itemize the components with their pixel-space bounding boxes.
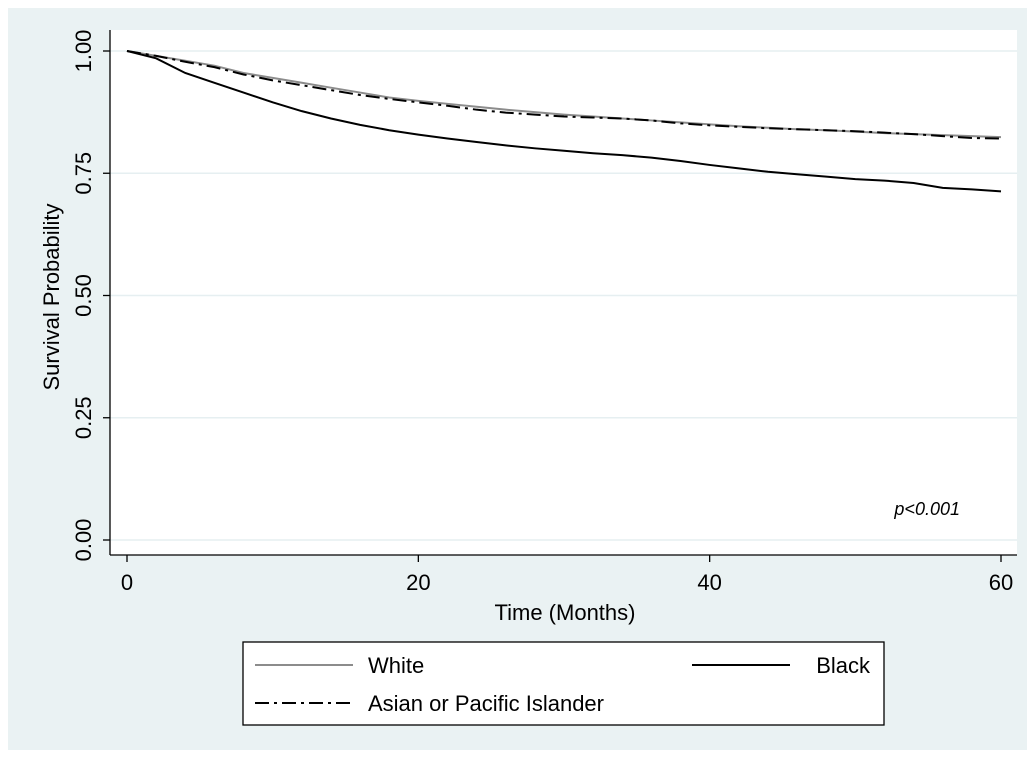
plot-area <box>110 30 1017 555</box>
x-tick-label: 20 <box>406 570 430 595</box>
legend-label: Asian or Pacific Islander <box>368 691 604 716</box>
grid <box>110 50 1017 541</box>
x-tick-label: 0 <box>121 570 133 595</box>
legend-label: White <box>368 653 424 678</box>
y-tick-label: 0.25 <box>71 396 96 439</box>
y-tick-label: 0.75 <box>71 152 96 195</box>
survival-line <box>126 50 1002 140</box>
y-tick-label: 1.00 <box>71 30 96 73</box>
ticks: 0.00 0.25 0.50 0.75 1.00 0 20 40 60 <box>71 30 1013 595</box>
annotation: p<0.001 <box>893 499 960 519</box>
legend <box>242 641 885 726</box>
legend-label: Black <box>816 653 871 678</box>
x-tick-label: 40 <box>697 570 721 595</box>
legend-entries: White Black Asian or Pacific Islander <box>255 653 871 716</box>
x-tick-label: 60 <box>989 570 1013 595</box>
y-tick-label: 0.00 <box>71 519 96 562</box>
x-axis-label: Time (Months) <box>495 600 636 625</box>
survival-line <box>126 50 1002 193</box>
y-axis-label: Survival Probability <box>39 203 64 390</box>
lines <box>126 50 1002 193</box>
y-tick-label: 0.50 <box>71 274 96 317</box>
